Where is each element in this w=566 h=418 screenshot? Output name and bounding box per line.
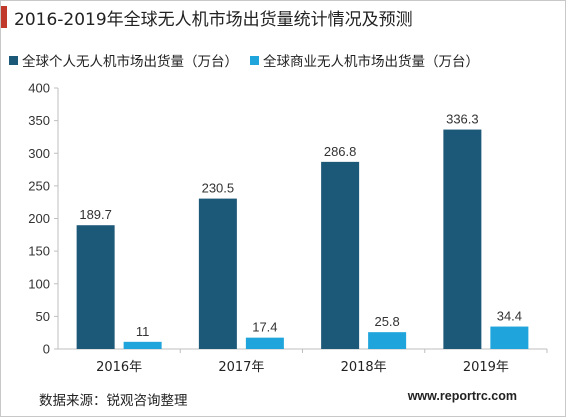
- source-note: 数据来源：锐观咨询整理: [39, 393, 188, 409]
- y-tick-label: 350: [28, 113, 50, 128]
- bar-commercial: [123, 341, 162, 349]
- bar-consumer: [198, 198, 237, 349]
- bar-commercial: [245, 337, 284, 349]
- y-tick-label: 150: [28, 244, 50, 259]
- y-tick-label: 200: [28, 211, 50, 226]
- chart-title: 2016-2019年全球无人机市场出货量统计情况及预测: [14, 10, 413, 30]
- bar-consumer: [76, 225, 115, 349]
- legend-swatch-consumer: [9, 55, 18, 65]
- website-label: www.reportrc.com: [407, 389, 517, 403]
- legend-item-consumer: 全球个人无人机市场出货量（万台）: [9, 50, 238, 70]
- x-tick-label: 2016年: [96, 360, 142, 375]
- x-tick-label: 2017年: [218, 360, 264, 375]
- y-tick-label: 300: [28, 146, 50, 161]
- title-accent-bar: [1, 6, 7, 28]
- y-tick-label: 400: [28, 81, 50, 96]
- data-label-commercial: 25.8: [374, 314, 399, 329]
- y-tick-label: 50: [36, 309, 50, 324]
- data-label-commercial: 11: [136, 324, 150, 339]
- data-label-commercial: 34.4: [497, 309, 522, 324]
- data-label-consumer: 189.7: [79, 207, 112, 222]
- bar-consumer: [321, 161, 360, 349]
- x-tick-label: 2018年: [341, 360, 387, 375]
- data-label-consumer: 286.8: [324, 144, 357, 159]
- title-bar: 2016-2019年全球无人机市场出货量统计情况及预测: [1, 1, 566, 31]
- legend: 全球个人无人机市场出货量（万台） 全球商业无人机市场出货量（万台）: [9, 50, 491, 70]
- x-tick-label: 2019年: [463, 360, 509, 375]
- bar-commercial: [490, 326, 529, 349]
- data-label-consumer: 230.5: [202, 181, 235, 196]
- legend-swatch-commercial: [250, 55, 259, 65]
- legend-label-commercial: 全球商业无人机市场出货量（万台）: [263, 54, 479, 70]
- data-label-consumer: 336.3: [446, 112, 479, 127]
- y-tick-label: 0: [43, 342, 50, 357]
- data-label-commercial: 17.4: [252, 320, 277, 335]
- legend-item-commercial: 全球商业无人机市场出货量（万台）: [250, 50, 479, 70]
- y-tick-label: 250: [28, 178, 50, 193]
- bar-consumer: [443, 129, 482, 349]
- bar-commercial: [368, 332, 407, 349]
- legend-label-consumer: 全球个人无人机市场出货量（万台）: [22, 54, 238, 70]
- y-tick-label: 100: [28, 276, 50, 291]
